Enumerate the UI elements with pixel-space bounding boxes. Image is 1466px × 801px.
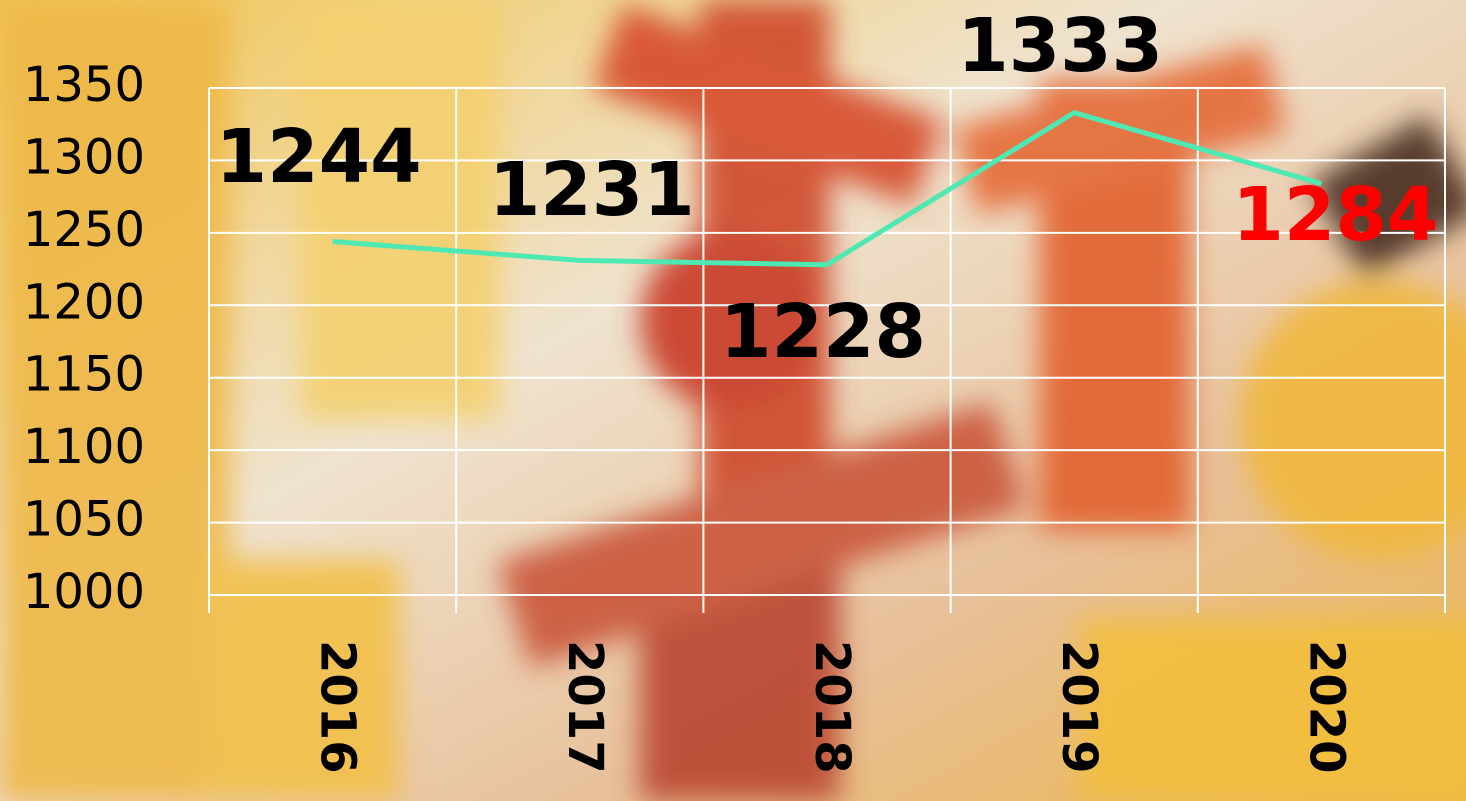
y-tick-label: 1200 [23, 274, 145, 330]
data-label: 1231 [489, 147, 695, 233]
x-tick-label: 2016 [310, 640, 366, 774]
chart: 1000 1050 1100 1150 1200 1250 1300 1350 2016 2017… [0, 0, 1466, 801]
y-tick-label: 1350 [23, 57, 145, 113]
x-tick-label: 2019 [1051, 640, 1107, 774]
x-tick-label: 2020 [1298, 640, 1354, 774]
x-tick-label: 2017 [557, 640, 613, 774]
y-tick-label: 1000 [23, 564, 145, 620]
y-tick-label: 1050 [23, 492, 145, 548]
y-tick-label: 1300 [23, 129, 145, 185]
data-label: 1284 [1232, 172, 1438, 258]
y-tick-label: 1250 [23, 202, 145, 258]
data-label: 1333 [957, 3, 1163, 89]
data-label: 1228 [720, 289, 926, 375]
data-label: 1244 [216, 114, 422, 200]
page: 1000 1050 1100 1150 1200 1250 1300 1350 2016 2017… [0, 0, 1466, 801]
x-tick-label: 2018 [804, 640, 860, 774]
y-tick-label: 1150 [23, 347, 145, 403]
y-tick-label: 1100 [23, 419, 145, 475]
